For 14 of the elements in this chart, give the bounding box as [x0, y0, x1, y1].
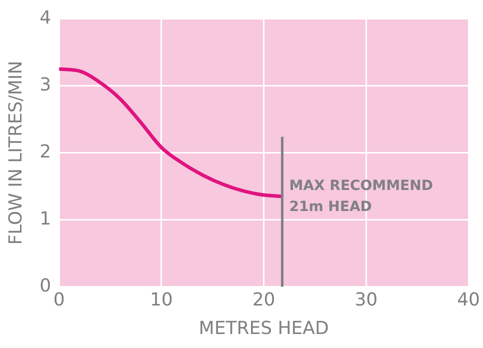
y-tick-label: 1: [40, 208, 52, 230]
y-tick-label: 0: [40, 275, 52, 296]
line-series: [59, 67, 284, 198]
ref-line-label: MAX RECOMMEND 21m HEAD: [289, 178, 433, 216]
x-tick-label: 0: [53, 289, 65, 310]
y-tick-label: 3: [40, 74, 52, 96]
y-axis-title: FLOW IN LITRES/MIN: [5, 60, 26, 245]
x-tick-label: 20: [252, 289, 276, 310]
x-tick-label: 40: [457, 289, 480, 310]
y-tick-label: 4: [40, 7, 52, 28]
x-tick-label: 10: [150, 289, 173, 310]
x-axis-title: METRES HEAD: [198, 318, 329, 339]
x-tick-label: 30: [354, 289, 378, 310]
y-tick-label: 2: [40, 141, 52, 162]
